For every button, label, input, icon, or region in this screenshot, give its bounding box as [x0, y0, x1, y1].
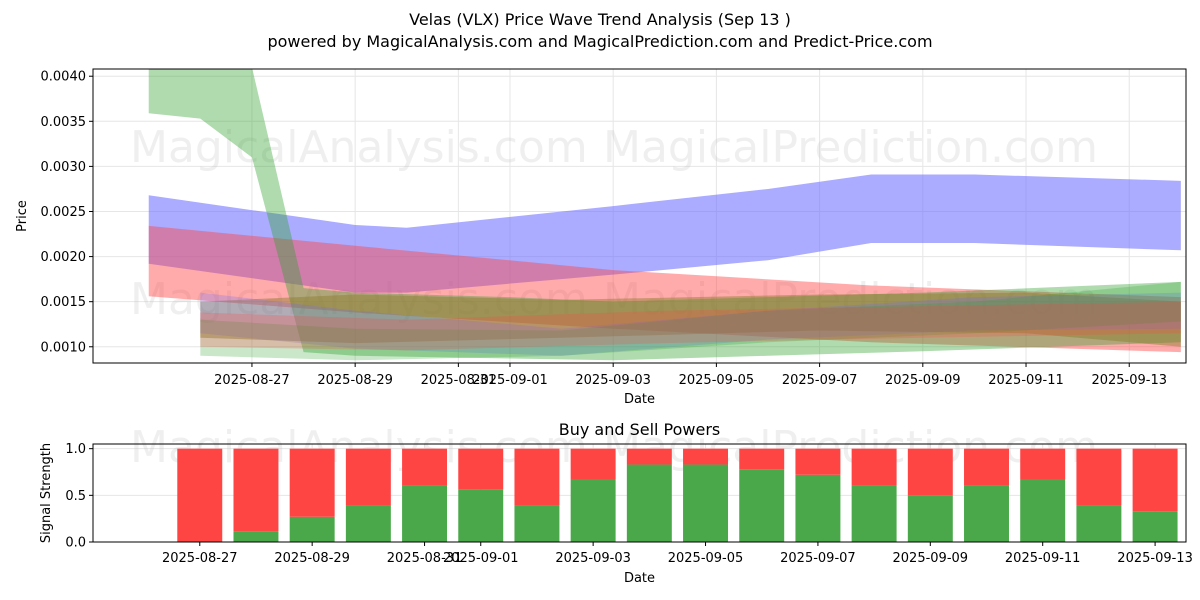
x-tick-label: 2025-08-31	[421, 373, 497, 388]
sell-bar	[795, 448, 841, 475]
x-tick-label: 2025-08-31	[387, 551, 463, 566]
wave-band-blue	[148, 174, 1181, 293]
sell-bar	[739, 448, 785, 470]
buy-bar	[739, 469, 785, 542]
x-tick-label: 2025-09-13	[1117, 551, 1193, 566]
x-tick-label: 2025-09-11	[1005, 551, 1081, 566]
x-tick-label: 2025-09-03	[555, 551, 631, 566]
y-tick-label: 0.0040	[41, 70, 87, 85]
sell-bar	[1076, 448, 1122, 506]
panel-title: Buy and Sell Powers	[559, 420, 721, 439]
x-tick-label: 2025-09-07	[780, 551, 856, 566]
buy-bar	[570, 479, 616, 542]
sell-bar	[851, 448, 897, 486]
buy-bar	[289, 516, 335, 542]
buy-bar	[1020, 479, 1066, 542]
plot-frame	[92, 443, 1187, 543]
sell-bar	[570, 448, 616, 480]
buy-bar	[626, 464, 672, 542]
buy-bar	[1132, 511, 1178, 542]
buy-bar	[233, 531, 279, 542]
buy-bar	[345, 505, 391, 542]
sell-bar	[177, 448, 223, 542]
y-tick-label: 0.0030	[41, 160, 87, 175]
sell-bar	[345, 448, 391, 506]
x-axis-label: Date	[624, 571, 655, 586]
buy-bar	[683, 464, 729, 542]
x-tick-label: 2025-09-03	[575, 373, 651, 388]
x-tick-label: 2025-09-11	[988, 373, 1064, 388]
buy-bar	[402, 485, 448, 542]
y-axis-label: Price	[15, 200, 30, 232]
sell-bar	[907, 448, 953, 496]
x-tick-label: 2025-09-09	[893, 551, 969, 566]
sell-bar	[964, 448, 1009, 486]
y-tick-label: 0.0025	[41, 205, 87, 220]
x-tick-label: 2025-09-05	[668, 551, 744, 566]
x-tick-label: 2025-08-27	[214, 373, 290, 388]
wave-band-red	[200, 301, 1181, 351]
wave-band-green	[148, 69, 1181, 361]
chart-title: Velas (VLX) Price Wave Trend Analysis (S…	[409, 10, 791, 29]
sell-bar	[402, 448, 448, 486]
y-tick-label: 1.0	[65, 442, 86, 457]
x-tick-label: 2025-09-01	[472, 373, 548, 388]
plot-frame	[92, 68, 1187, 364]
y-tick-label: 0.0020	[41, 250, 87, 265]
x-tick-label: 2025-09-13	[1091, 373, 1167, 388]
y-tick-label: 0.0015	[41, 295, 87, 310]
sell-bar	[458, 448, 504, 490]
x-tick-label: 2025-09-01	[443, 551, 519, 566]
y-tick-label: 0.0035	[41, 115, 87, 130]
x-tick-label: 2025-08-29	[274, 551, 350, 566]
buy-bar	[907, 495, 953, 542]
wave-band-green	[200, 281, 1181, 361]
sell-bar	[233, 448, 279, 532]
sell-bar	[1132, 448, 1178, 512]
wave-band-blue	[200, 292, 1181, 356]
x-tick-label: 2025-09-07	[782, 373, 858, 388]
buy-bar	[964, 485, 1009, 542]
x-tick-label: 2025-09-09	[885, 373, 961, 388]
sell-bar	[626, 448, 672, 465]
sell-bar	[514, 448, 560, 506]
x-tick-label: 2025-09-05	[679, 373, 755, 388]
sell-bar	[1020, 448, 1066, 480]
y-tick-label: 0.0010	[41, 340, 87, 355]
x-axis-label: Date	[624, 392, 655, 407]
wave-band-red	[148, 225, 1181, 353]
chart-subtitle: powered by MagicalAnalysis.com and Magic…	[267, 32, 933, 51]
y-axis-label: Signal Strength	[39, 443, 54, 543]
buy-bar	[1076, 505, 1122, 542]
x-tick-label: 2025-08-27	[162, 551, 238, 566]
buy-bar	[795, 474, 841, 542]
sell-bar	[683, 448, 729, 465]
y-tick-label: 0.0	[65, 536, 86, 551]
buy-bar	[458, 489, 504, 542]
y-tick-label: 0.5	[65, 489, 86, 504]
buy-bar	[514, 505, 560, 542]
watermark-text: MagicalPrediction.com	[603, 122, 1098, 173]
wave-band-olive	[200, 292, 1181, 347]
watermark-text: MagicalPrediction.com	[603, 274, 1098, 325]
x-tick-label: 2025-08-29	[317, 373, 393, 388]
buy-bar	[851, 485, 897, 542]
watermark-text: MagicalAnalysis.com	[130, 122, 588, 173]
sell-bar	[289, 448, 335, 517]
